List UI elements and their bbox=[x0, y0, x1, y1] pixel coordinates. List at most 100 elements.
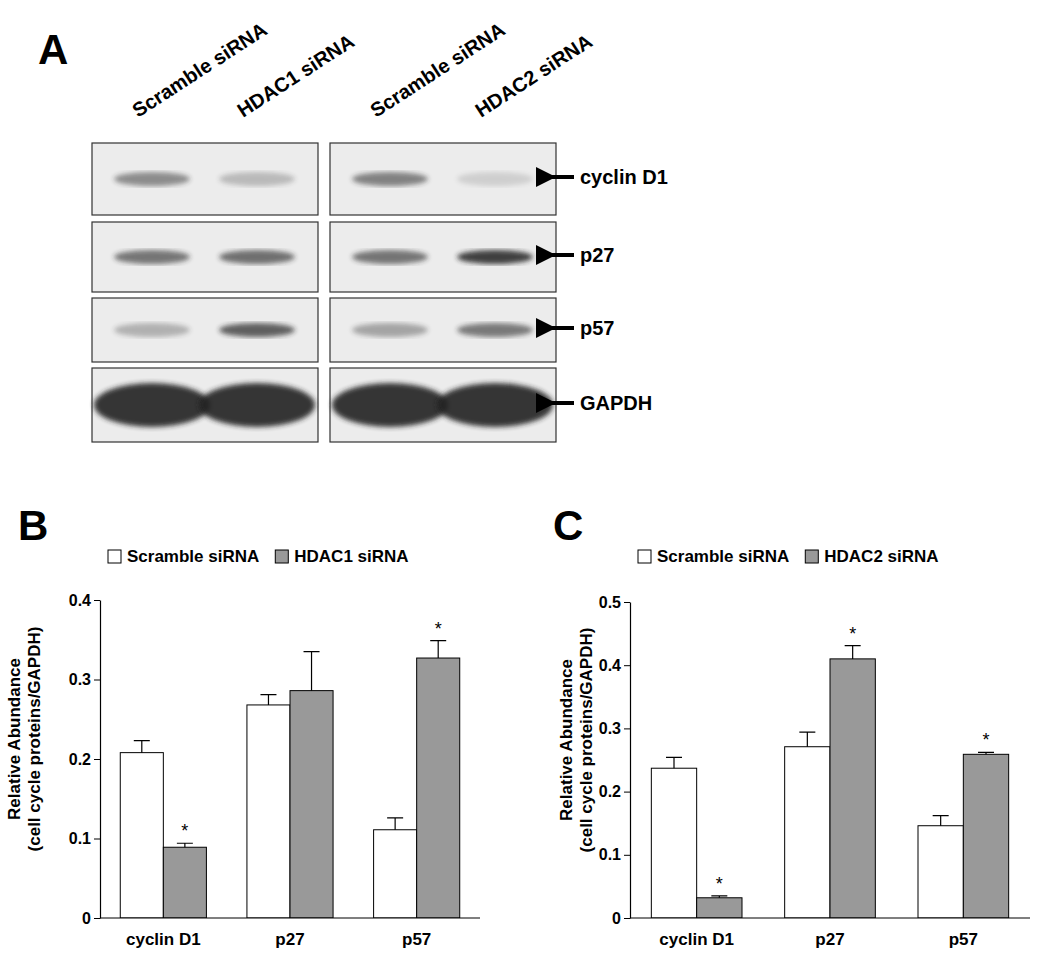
tick: 0.3 bbox=[69, 671, 100, 688]
y-axis-title: (cell cycle proteins/GAPDH) bbox=[577, 628, 596, 853]
axis-line bbox=[100, 601, 101, 919]
tick-label: p57 bbox=[949, 930, 978, 949]
y-axis: 00.10.20.30.40.5 bbox=[599, 594, 631, 927]
bar bbox=[785, 747, 830, 918]
arrow bbox=[552, 326, 574, 330]
arrow bbox=[552, 175, 574, 179]
axis-line bbox=[630, 917, 1030, 918]
error-bar bbox=[799, 732, 815, 747]
significance: * bbox=[435, 619, 442, 639]
bar bbox=[963, 754, 1008, 918]
panel-label: A bbox=[38, 26, 68, 73]
blot-band bbox=[219, 323, 295, 337]
blot-box bbox=[92, 143, 318, 215]
tick: 0.2 bbox=[69, 751, 100, 768]
error-bar bbox=[845, 646, 861, 659]
y-axis-title: (cell cycle proteins/GAPDH) bbox=[25, 627, 44, 852]
error-bar bbox=[978, 752, 994, 754]
significance: * bbox=[849, 624, 856, 644]
tick-label: 0.3 bbox=[69, 671, 91, 688]
tick-mark bbox=[94, 680, 100, 681]
tick-mark bbox=[94, 600, 100, 601]
arrow bbox=[552, 401, 574, 405]
blot-band bbox=[114, 323, 190, 337]
blot-box bbox=[330, 222, 556, 292]
blot-band bbox=[457, 323, 533, 337]
tick-label: p27 bbox=[815, 930, 844, 949]
tick-label: 0.1 bbox=[69, 830, 91, 847]
blot-band bbox=[352, 250, 428, 264]
lane-label: HDAC1 siRNA bbox=[233, 30, 358, 122]
blot-band bbox=[114, 250, 190, 264]
tick-mark bbox=[624, 855, 630, 856]
tick-label: 0.4 bbox=[69, 592, 91, 609]
blot-band bbox=[437, 383, 553, 427]
panel-label: C bbox=[553, 502, 583, 549]
tick: cyclin D1 bbox=[126, 918, 201, 949]
chart-panel: B**00.10.20.30.4cyclin D1p27p57Relative … bbox=[5, 502, 480, 949]
plot-area bbox=[120, 641, 459, 918]
legend-label: Scramble siRNA bbox=[657, 547, 789, 566]
blot-band bbox=[219, 172, 295, 186]
blot-band bbox=[352, 323, 428, 337]
blot-band bbox=[457, 250, 533, 264]
protein-label: GAPDH bbox=[580, 392, 652, 414]
blot-band bbox=[114, 172, 190, 186]
bar bbox=[830, 659, 875, 918]
tick-label: 0.2 bbox=[69, 751, 91, 768]
legend-swatch bbox=[638, 550, 651, 563]
blot-box bbox=[330, 143, 556, 215]
tick-mark bbox=[624, 602, 630, 603]
bar bbox=[247, 705, 290, 918]
tick: p57 bbox=[949, 918, 978, 949]
tick: 0.4 bbox=[69, 592, 100, 609]
bar bbox=[697, 898, 742, 918]
x-axis: cyclin D1 p27 p57 bbox=[630, 918, 1030, 949]
tick: p27 bbox=[815, 918, 844, 949]
blot-box bbox=[92, 222, 318, 292]
legend-label: Scramble siRNA bbox=[127, 547, 259, 566]
error-bar bbox=[933, 816, 949, 826]
protein-label: p57 bbox=[580, 317, 614, 339]
tick-label: 0.4 bbox=[599, 657, 621, 674]
error-bar bbox=[430, 641, 446, 658]
tick-mark bbox=[624, 665, 630, 666]
x-axis: cyclin D1p27p57 bbox=[100, 918, 480, 949]
bar bbox=[417, 658, 460, 918]
tick-label: cyclin D1 bbox=[126, 930, 201, 949]
protein-label: p27 bbox=[580, 244, 614, 266]
error-bar bbox=[177, 843, 193, 847]
legend: Scramble siRNA HDAC1 siRNA bbox=[108, 547, 409, 566]
legend: Scramble siRNAHDAC2 siRNA bbox=[638, 547, 939, 566]
tick-label: p57 bbox=[402, 930, 431, 949]
lane-label: HDAC2 siRNA bbox=[471, 30, 596, 122]
blot-band bbox=[457, 172, 533, 186]
y-axis-title: Relative Abundance bbox=[557, 659, 576, 821]
tick: cyclin D1 bbox=[659, 918, 734, 949]
tick: 0.1 bbox=[69, 830, 100, 847]
axis-line bbox=[100, 917, 480, 918]
blot-box bbox=[92, 298, 318, 362]
figure: AScramble siRNAHDAC1 siRNAScramble siRNA… bbox=[0, 0, 1050, 968]
blot-band bbox=[332, 383, 448, 427]
tick-mark bbox=[624, 728, 630, 729]
legend-swatch bbox=[275, 550, 288, 563]
blot-band bbox=[199, 383, 315, 427]
tick-label: 0.3 bbox=[599, 720, 621, 737]
y-axis-title: Relative Abundance bbox=[5, 658, 24, 820]
y-axis: 0 0.1 0.2 0.3 0.4 bbox=[69, 592, 101, 927]
protein-label: cyclin D1 bbox=[580, 166, 668, 188]
arrow bbox=[552, 253, 574, 257]
plot-area bbox=[651, 646, 1008, 918]
axis-line bbox=[630, 603, 631, 919]
tick-label: cyclin D1 bbox=[659, 930, 734, 949]
tick-label: 0.5 bbox=[599, 594, 621, 611]
legend-label: HDAC1 siRNA bbox=[294, 547, 408, 566]
error-bar bbox=[387, 818, 403, 830]
tick-mark bbox=[94, 839, 100, 840]
tick-label: 0 bbox=[82, 910, 91, 927]
bar bbox=[163, 847, 206, 918]
legend-swatch bbox=[108, 550, 121, 563]
tick: 0 bbox=[82, 910, 100, 927]
legend-swatch bbox=[805, 550, 818, 563]
